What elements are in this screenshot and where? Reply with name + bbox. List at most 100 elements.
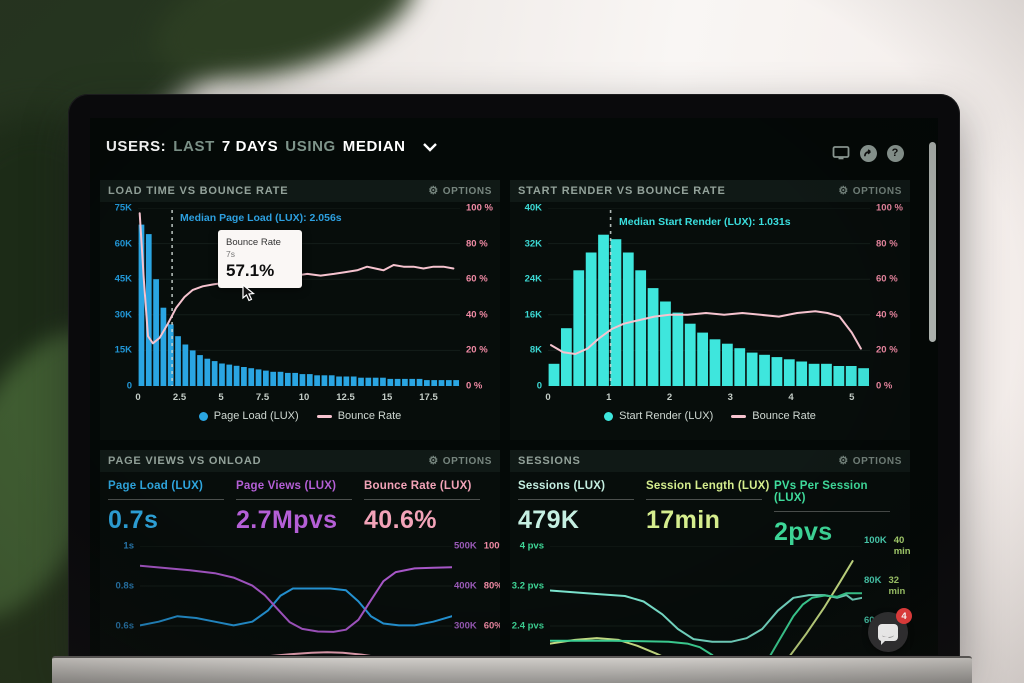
options-label: OPTIONS — [442, 185, 492, 197]
toolbar-icons: ? — [832, 144, 904, 162]
hover-tooltip: Bounce Rate 7s 57.1% — [218, 230, 302, 288]
metric-label: Sessions (LUX) — [518, 480, 606, 492]
axis-tick: 0.8s — [115, 580, 135, 592]
axis-tick: 32K — [524, 238, 542, 250]
x-axis-tick: 3 — [727, 392, 733, 403]
x-axis-tick: 0 — [545, 392, 551, 403]
gear-icon: ⚙ — [838, 454, 849, 467]
x-axis-tick: 15 — [381, 392, 393, 403]
axis-tick: 40 % — [466, 309, 488, 321]
panel-header: SESSIONS ⚙ OPTIONS — [510, 450, 910, 472]
metric-value: 40.6% — [364, 506, 437, 534]
laptop: USERS: LAST 7 DAYS USING MEDIAN ? — [68, 94, 960, 669]
chart-plot — [140, 546, 452, 655]
panel-header: LOAD TIME VS BOUNCE RATE ⚙ OPTIONS — [100, 180, 500, 202]
axis-tick: 20 % — [466, 344, 488, 356]
axis-tick: 100 % — [876, 202, 903, 214]
metric-divider — [646, 499, 762, 500]
x-axis-tick: 0 — [135, 392, 141, 403]
chat-widget-button[interactable]: 4 — [868, 608, 912, 652]
options-label: OPTIONS — [852, 185, 902, 197]
legend-item[interactable]: Bounce Rate — [316, 410, 401, 422]
plant-leaf — [139, 0, 431, 105]
axis-tick: 1s — [123, 540, 134, 552]
legend-label: Bounce Rate — [752, 410, 816, 422]
title-word: 7 DAYS — [221, 138, 279, 155]
laptop-base — [52, 656, 972, 683]
chat-bubble-icon — [878, 623, 898, 645]
panel-header: START RENDER VS BOUNCE RATE ⚙ OPTIONS — [510, 180, 910, 202]
axis-tick: 8K — [529, 344, 542, 356]
options-button[interactable]: ⚙ OPTIONS — [838, 454, 902, 467]
title-word: MEDIAN — [342, 138, 406, 155]
panel-header: PAGE VIEWS VS ONLOAD ⚙ OPTIONS — [100, 450, 500, 472]
dashboard-title-dropdown[interactable]: USERS: LAST 7 DAYS USING MEDIAN — [106, 138, 438, 155]
dashboard-screen: USERS: LAST 7 DAYS USING MEDIAN ? — [90, 118, 938, 655]
share-icon[interactable] — [859, 144, 877, 162]
y-axis-left: 75K 60K 45K 30K 15K 0 — [100, 203, 132, 392]
tooltip-value: 57.1% — [226, 261, 275, 280]
panel-start-render-vs-bounce-rate: START RENDER VS BOUNCE RATE ⚙ OPTIONS 40… — [510, 180, 910, 440]
legend-item[interactable]: Page Load (LUX) — [198, 410, 299, 422]
tooltip-subtitle: 7s — [226, 249, 235, 259]
x-axis-tick: 17.5 — [419, 392, 438, 403]
y-axis-right: 100 % 80 % 60 % 40 % 20 % 0 % — [876, 203, 910, 392]
options-button[interactable]: ⚙ OPTIONS — [428, 454, 492, 467]
axis-tick: 20 % — [876, 344, 898, 356]
gear-icon: ⚙ — [428, 454, 439, 467]
legend-item[interactable]: Bounce Rate — [731, 410, 816, 422]
axis-tick: 3.2 pvs — [511, 580, 544, 592]
y-axis-left: 40K 32K 24K 16K 8K 0 — [510, 203, 542, 392]
x-axis-tick: 2.5 — [172, 392, 187, 403]
metric-summary-row: Sessions (LUX) 479K Session Length (LUX) 17… — [518, 480, 902, 547]
options-button[interactable]: ⚙ OPTIONS — [428, 184, 492, 197]
legend-item[interactable]: Start Render (LUX) — [604, 410, 713, 422]
x-axis-tick: 2 — [666, 392, 673, 403]
axis-tick: 60K — [114, 238, 132, 250]
metric-label: Page Views (LUX) — [236, 480, 337, 492]
metric-value: 0.7s — [108, 506, 159, 534]
metric-block: Bounce Rate (LUX) 40.6% — [364, 480, 492, 535]
help-icon[interactable]: ? — [886, 144, 904, 162]
x-axis-tick: 5 — [849, 392, 855, 403]
metric-label: Session Length (LUX) — [646, 480, 770, 492]
axis-tick: 60 % — [876, 273, 898, 285]
chart-legend: Page Load (LUX) Bounce Rate — [100, 410, 500, 422]
axis-tick: 45K — [114, 273, 132, 285]
axis-tick: 100 % — [466, 202, 493, 214]
chevron-down-icon — [422, 142, 437, 152]
monitor-icon[interactable] — [832, 144, 850, 162]
axis-tick: 60 % — [466, 273, 488, 285]
axis-tick: 0 — [536, 380, 542, 392]
gear-icon: ⚙ — [428, 184, 439, 197]
x-axis-tick: 1 — [606, 392, 612, 403]
axis-tick: 15K — [114, 344, 132, 356]
title-word: USING — [285, 138, 336, 155]
panel-sessions: SESSIONS ⚙ OPTIONS Sessions (LUX) 479K Ses… — [510, 450, 910, 655]
metric-value: 2.7Mpvs — [236, 506, 338, 534]
panel-title: PAGE VIEWS VS ONLOAD — [108, 455, 262, 467]
panel-page-views-vs-onload: PAGE VIEWS VS ONLOAD ⚙ OPTIONS Page Load… — [100, 450, 500, 655]
metric-value: 479K — [518, 506, 580, 534]
y-axis-left: 1s0.8s0.6s0.4s — [100, 541, 135, 655]
metric-divider — [364, 499, 480, 500]
metric-value: 2pvs — [774, 518, 833, 546]
scrollbar[interactable] — [929, 142, 936, 342]
title-word: LAST — [173, 138, 215, 155]
x-axis: 0 1 2 3 4 5 — [545, 392, 870, 404]
metric-divider — [774, 511, 890, 512]
x-axis: 0 2.5 5 7.5 10 12.5 15 17.5 — [135, 392, 460, 404]
options-label: OPTIONS — [852, 455, 902, 467]
metric-value: 17min — [646, 506, 721, 534]
metric-block: Page Views (LUX) 2.7Mpvs — [236, 480, 364, 535]
options-button[interactable]: ⚙ OPTIONS — [838, 185, 902, 197]
axis-tick: 0.6s — [115, 620, 135, 632]
tooltip-title: Bounce Rate — [226, 237, 281, 248]
axis-tick: 80 % — [876, 238, 898, 250]
axis-tick: 40K — [524, 202, 542, 214]
x-axis-tick: 5 — [218, 392, 224, 403]
